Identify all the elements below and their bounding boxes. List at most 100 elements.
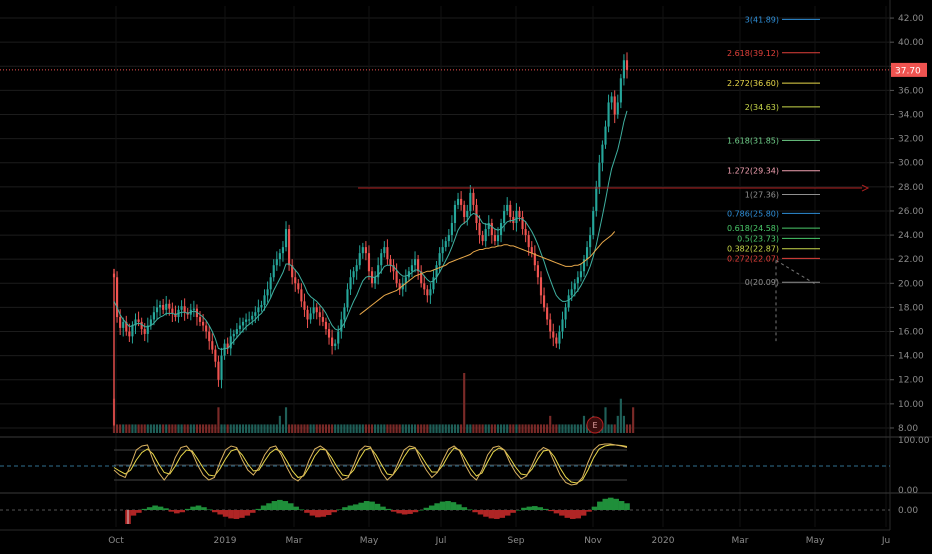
volume-bar bbox=[226, 424, 229, 433]
x-tick-label: 2019 bbox=[214, 536, 237, 546]
volume-bar bbox=[521, 424, 524, 433]
volume-bar bbox=[570, 424, 573, 433]
histogram-bar bbox=[184, 508, 191, 510]
histogram-bar bbox=[255, 508, 261, 510]
price-axis: 42.0040.0038.0036.0034.0032.0030.0028.00… bbox=[890, 14, 924, 434]
histogram-bar bbox=[385, 508, 392, 510]
volume-bar bbox=[195, 424, 199, 433]
candles bbox=[112, 52, 629, 426]
histogram-bar bbox=[537, 507, 544, 510]
volume-bar bbox=[509, 424, 512, 433]
candle-body bbox=[469, 192, 472, 211]
candle-body bbox=[149, 319, 152, 326]
candle-body bbox=[119, 317, 122, 328]
candle-body bbox=[229, 336, 232, 349]
candle-body bbox=[475, 204, 478, 224]
histogram-bar bbox=[559, 510, 565, 516]
histogram-bar bbox=[564, 510, 571, 518]
histogram-bar bbox=[602, 498, 609, 510]
volume-bar bbox=[361, 424, 364, 433]
volume-bar bbox=[413, 424, 417, 433]
candle-body bbox=[171, 308, 174, 314]
histogram-bar bbox=[401, 510, 408, 515]
candle-body bbox=[300, 289, 303, 302]
histogram-bar bbox=[353, 504, 359, 510]
candle-body bbox=[429, 289, 432, 296]
candle-body bbox=[318, 312, 321, 318]
candle-body bbox=[460, 198, 463, 205]
candle-body bbox=[444, 241, 447, 248]
histogram-bar bbox=[130, 510, 137, 516]
candle-body bbox=[576, 277, 579, 284]
candle-body bbox=[180, 306, 183, 310]
fib-level-label: 0.5(23.73) bbox=[737, 234, 779, 243]
candle-body bbox=[202, 321, 205, 326]
candle-body bbox=[555, 337, 558, 344]
candle-body bbox=[241, 321, 245, 326]
volume-bar bbox=[300, 424, 303, 433]
y-tick-label: 40.00 bbox=[898, 38, 924, 48]
candle-body bbox=[579, 271, 582, 278]
histogram-bar bbox=[439, 501, 446, 510]
histogram-bar bbox=[233, 510, 240, 519]
candle-body bbox=[134, 319, 137, 326]
candle-body bbox=[284, 229, 288, 248]
volume-bar bbox=[318, 424, 321, 433]
volume-bar bbox=[297, 424, 300, 433]
volume-bar bbox=[475, 424, 478, 433]
candle-body bbox=[327, 329, 331, 338]
candle-body bbox=[269, 277, 272, 290]
volume-bar bbox=[527, 424, 530, 433]
candle-body bbox=[374, 277, 377, 284]
volume-bar bbox=[503, 424, 506, 433]
volume-bar bbox=[186, 424, 189, 433]
volume-bar bbox=[585, 424, 589, 433]
candle-body bbox=[524, 229, 527, 236]
volume-bar bbox=[561, 424, 564, 433]
candle-body bbox=[441, 247, 444, 254]
candle-body bbox=[604, 126, 607, 145]
x-tick-label: Oct bbox=[108, 536, 124, 546]
volume-bar bbox=[481, 424, 484, 433]
volume-bar bbox=[119, 424, 122, 433]
candle-body bbox=[223, 343, 226, 356]
candle-body bbox=[297, 283, 300, 290]
y-tick-label: 34.00 bbox=[898, 111, 924, 121]
volume-bar bbox=[490, 424, 493, 433]
histogram-bar bbox=[320, 510, 327, 517]
earnings-icon[interactable] bbox=[586, 416, 604, 434]
histogram-bar bbox=[488, 510, 495, 519]
histogram-bar bbox=[548, 510, 554, 512]
candle-body bbox=[389, 259, 392, 266]
candle-body bbox=[383, 247, 386, 254]
volume-bar bbox=[616, 415, 619, 433]
histogram-bar bbox=[624, 503, 630, 510]
candle-body bbox=[386, 247, 389, 260]
candle-body bbox=[125, 321, 128, 332]
histogram-bar bbox=[450, 502, 457, 510]
histogram-bar bbox=[157, 506, 164, 510]
candle-body bbox=[315, 307, 318, 313]
histogram-bar bbox=[477, 510, 484, 515]
candle-body bbox=[456, 198, 460, 205]
volume-bar bbox=[331, 424, 334, 433]
candle-body bbox=[159, 304, 162, 308]
volume-bar bbox=[604, 407, 607, 433]
volume-bar bbox=[392, 424, 395, 433]
volume-bar bbox=[358, 424, 361, 433]
histogram-bar bbox=[152, 505, 158, 510]
fib-trend-line bbox=[775, 259, 817, 285]
candle-body bbox=[536, 265, 539, 278]
volume-bar bbox=[272, 424, 275, 433]
y-tick-label: 22.00 bbox=[898, 255, 924, 265]
volume-bar bbox=[343, 424, 346, 433]
volume-bar bbox=[291, 424, 294, 433]
volume-bar bbox=[374, 424, 377, 433]
candle-body bbox=[549, 319, 552, 332]
volume-bar bbox=[515, 424, 518, 433]
candle-body bbox=[407, 271, 410, 278]
histogram-bar bbox=[510, 510, 516, 513]
